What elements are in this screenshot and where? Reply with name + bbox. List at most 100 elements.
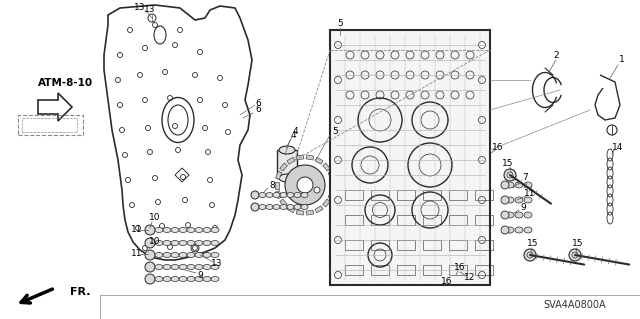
Circle shape: [145, 274, 155, 284]
Ellipse shape: [179, 227, 187, 233]
Ellipse shape: [515, 197, 523, 203]
Text: FR.: FR.: [70, 287, 90, 297]
Ellipse shape: [187, 277, 195, 281]
Circle shape: [285, 165, 325, 205]
Ellipse shape: [280, 204, 287, 210]
Bar: [306, 155, 314, 160]
Circle shape: [297, 177, 313, 193]
Ellipse shape: [301, 204, 308, 210]
Bar: [275, 182, 279, 189]
Text: 12: 12: [464, 273, 476, 283]
Text: 11: 11: [131, 226, 143, 234]
Circle shape: [501, 226, 509, 234]
Bar: [345, 190, 363, 200]
Ellipse shape: [179, 264, 187, 270]
Circle shape: [145, 262, 155, 272]
Ellipse shape: [515, 212, 523, 218]
Bar: [328, 191, 334, 198]
Text: 11: 11: [131, 249, 143, 258]
Text: 7: 7: [522, 174, 528, 182]
Bar: [345, 240, 363, 250]
Text: 4: 4: [292, 128, 298, 137]
Ellipse shape: [211, 253, 219, 257]
Bar: [371, 190, 389, 200]
Ellipse shape: [203, 241, 211, 246]
Ellipse shape: [187, 241, 195, 246]
Ellipse shape: [515, 227, 523, 233]
Text: 13: 13: [134, 3, 146, 11]
Bar: [296, 210, 304, 215]
Ellipse shape: [273, 204, 280, 210]
Text: 16: 16: [454, 263, 466, 272]
Ellipse shape: [179, 277, 187, 281]
Bar: [371, 240, 389, 250]
Ellipse shape: [279, 174, 295, 182]
Bar: [18, 115, 83, 135]
Ellipse shape: [155, 227, 163, 233]
Circle shape: [251, 191, 259, 199]
Bar: [315, 157, 323, 164]
Ellipse shape: [163, 277, 171, 281]
Text: 10: 10: [149, 238, 161, 247]
Ellipse shape: [294, 192, 301, 197]
Ellipse shape: [155, 241, 163, 246]
Bar: [22, 118, 77, 132]
Ellipse shape: [273, 192, 280, 197]
Ellipse shape: [163, 227, 171, 233]
Ellipse shape: [203, 227, 211, 233]
Ellipse shape: [287, 192, 294, 197]
Ellipse shape: [266, 204, 273, 210]
Ellipse shape: [187, 227, 195, 233]
Polygon shape: [38, 93, 72, 121]
Bar: [323, 199, 330, 207]
Circle shape: [314, 187, 320, 193]
Ellipse shape: [524, 197, 532, 203]
Ellipse shape: [294, 204, 301, 210]
Bar: [423, 190, 441, 200]
Text: 15: 15: [527, 240, 539, 249]
Bar: [296, 155, 304, 160]
Text: 11: 11: [524, 189, 536, 197]
Ellipse shape: [195, 227, 203, 233]
Bar: [475, 240, 493, 250]
Bar: [287, 206, 295, 213]
Bar: [397, 190, 415, 200]
Text: 15: 15: [502, 159, 514, 167]
Ellipse shape: [203, 253, 211, 257]
Text: 13: 13: [211, 259, 223, 269]
Ellipse shape: [155, 264, 163, 270]
Circle shape: [524, 249, 536, 261]
Bar: [328, 171, 334, 179]
Ellipse shape: [259, 192, 266, 197]
Circle shape: [504, 169, 516, 181]
Ellipse shape: [524, 182, 532, 188]
Text: 5: 5: [337, 19, 343, 27]
Bar: [277, 150, 297, 178]
Text: 10: 10: [149, 213, 161, 222]
Bar: [397, 240, 415, 250]
Text: 9: 9: [520, 204, 526, 212]
Bar: [423, 215, 441, 225]
Ellipse shape: [506, 212, 514, 218]
Bar: [276, 191, 282, 198]
Ellipse shape: [171, 241, 179, 246]
Bar: [330, 30, 490, 285]
Bar: [345, 215, 363, 225]
Ellipse shape: [195, 277, 203, 281]
Bar: [315, 206, 323, 213]
Ellipse shape: [155, 277, 163, 281]
Bar: [287, 157, 295, 164]
Ellipse shape: [179, 241, 187, 246]
Ellipse shape: [187, 253, 195, 257]
Text: 1: 1: [619, 56, 625, 64]
Bar: [306, 210, 314, 215]
Ellipse shape: [259, 204, 266, 210]
Text: 14: 14: [612, 143, 624, 152]
Text: SVA4A0800A: SVA4A0800A: [544, 300, 606, 310]
Text: 4: 4: [290, 131, 296, 140]
Ellipse shape: [524, 212, 532, 218]
Ellipse shape: [279, 146, 295, 154]
Ellipse shape: [506, 182, 514, 188]
Ellipse shape: [195, 253, 203, 257]
Bar: [449, 190, 467, 200]
